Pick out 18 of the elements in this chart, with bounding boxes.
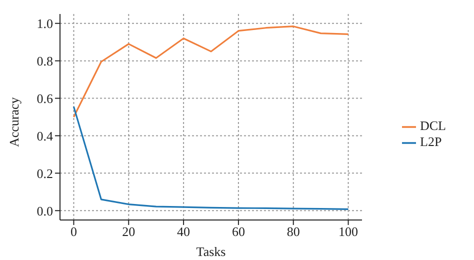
x-tick-label: 80 (286, 224, 300, 240)
x-tick-label: 100 (338, 224, 358, 240)
line-series (72, 26, 350, 118)
y-axis-title: Accuracy (6, 96, 22, 147)
y-tick-label: 0.4 (36, 128, 54, 144)
x-tick-label: 0 (70, 224, 77, 240)
y-tick-label: 0.0 (36, 203, 53, 218)
y-tick-label: 0.6 (36, 90, 54, 106)
y-tick-label: 0.8 (36, 53, 53, 68)
legend-label: DCL (420, 118, 446, 133)
legend-label: L2P (420, 134, 442, 149)
x-tick-label: 60 (232, 224, 245, 240)
y-tick-label: 0.2 (36, 166, 53, 181)
line-series (72, 106, 350, 210)
y-tick-label: 1.0 (36, 16, 53, 31)
x-axis-title: Tasks (196, 244, 226, 259)
x-tick-label: 20 (122, 224, 136, 240)
x-tick-label: 40 (177, 224, 190, 240)
